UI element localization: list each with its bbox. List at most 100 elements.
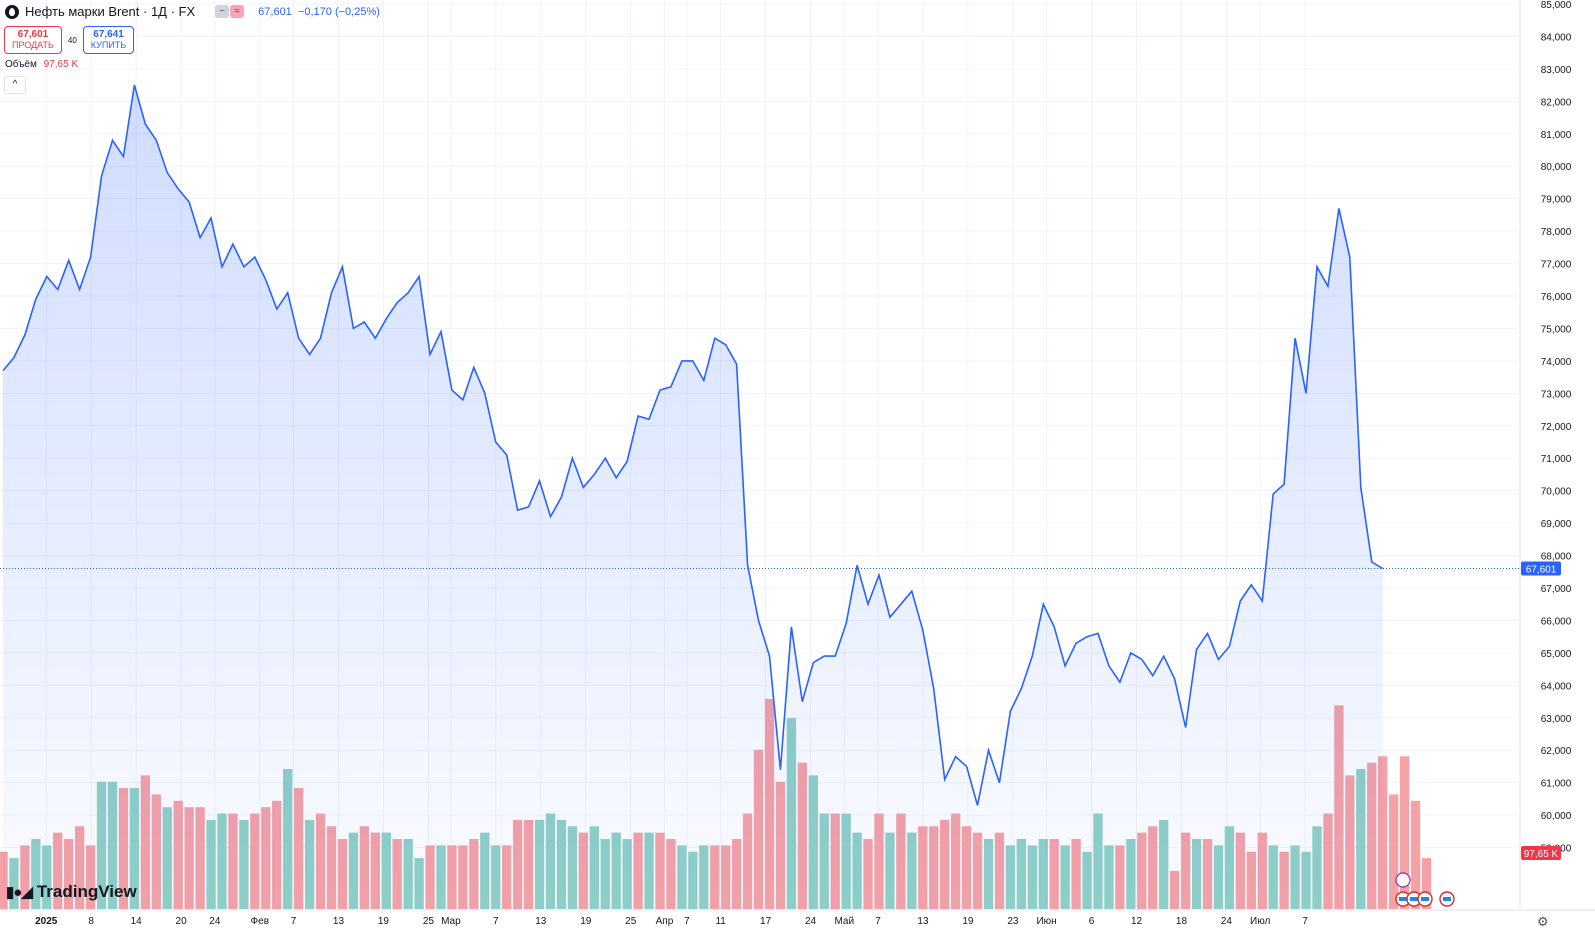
badge-approx[interactable]: ≈ [230,5,245,18]
y-tick-label: 76,000 [1541,292,1572,303]
x-tick-label: 24 [209,916,221,927]
x-tick-label: 24 [1221,916,1233,927]
y-tick-label: 70,000 [1541,487,1572,498]
volume-bar [1388,794,1399,909]
symbol-legend: Нефть марки Brent · 1Д · FX − ≈ 67,601 −… [5,4,380,19]
y-tick-label: 61,000 [1541,779,1572,790]
x-tick-label: Май [834,916,854,927]
y-tick-label: 82,000 [1541,97,1572,108]
y-tick-label: 68,000 [1541,552,1572,563]
flag-stripe-icon [1399,897,1407,901]
x-tick-label: 13 [917,916,929,927]
price-axis[interactable]: 59,00060,00061,00062,00063,00064,00065,0… [1519,0,1572,910]
price-change: −0,170 (−0,25%) [297,5,380,18]
last-price-tag [1521,561,1561,576]
x-tick-label: 13 [535,916,547,927]
spread-value: 40 [67,35,77,45]
sell-button[interactable]: 67,601 ПРОДАТЬ [4,26,62,54]
y-tick-label: 77,000 [1541,260,1572,271]
sell-label: ПРОДАТЬ [12,40,54,50]
price-area [3,85,1383,910]
x-tick-label: 7 [684,916,690,927]
y-tick-label: 84,000 [1541,32,1572,43]
symbol-title[interactable]: Нефть марки Brent · 1Д · FX [25,4,196,19]
y-tick-label: 73,000 [1541,389,1572,400]
collapse-legend-button[interactable]: ^ [4,76,26,94]
y-tick-label: 74,000 [1541,357,1572,368]
volume-legend: Объём 97,65 K [5,59,78,70]
x-tick-label: Мар [441,916,461,927]
x-tick-label: 24 [805,916,817,927]
x-tick-label: 13 [333,916,345,927]
buy-button[interactable]: 67,641 КУПИТЬ [82,26,135,54]
buy-price: 67,641 [93,29,124,40]
x-tick-label: 7 [493,916,499,927]
y-tick-label: 65,000 [1541,649,1572,660]
x-tick-label: 19 [962,916,974,927]
y-tick-label: 71,000 [1541,454,1572,465]
x-tick-label: 7 [1302,916,1308,927]
x-tick-label: 19 [378,916,390,927]
y-tick-label: 78,000 [1541,227,1572,238]
y-tick-label: 62,000 [1541,746,1572,757]
y-tick-label: 67,000 [1541,584,1572,595]
trade-panel: 67,601 ПРОДАТЬ 40 67,641 КУПИТЬ [4,26,135,54]
oil-drop-icon [5,4,19,19]
last-price: 67,601 [258,5,292,18]
last-volume-tag [1521,846,1561,860]
last-price-tag-label: 67,601 [1526,565,1557,576]
flag-stripe-icon [1421,897,1429,901]
x-tick-label: 6 [1089,916,1095,927]
flag-stripe-icon [1410,897,1418,901]
x-tick-label: 17 [760,916,772,927]
tradingview-logo[interactable]: ▮●◢ TradingView [6,882,137,902]
badge-dash[interactable]: − [215,5,230,18]
y-tick-label: 72,000 [1541,422,1572,433]
event-markers [1395,872,1455,907]
y-tick-label: 69,000 [1541,519,1572,530]
x-tick-label: 25 [625,916,637,927]
y-tick-label: 83,000 [1541,65,1572,76]
x-tick-label: 12 [1131,916,1143,927]
last-volume-tag-label: 97,65 K [1524,849,1559,860]
x-tick-label: 2025 [35,916,58,927]
buy-label: КУПИТЬ [90,40,127,50]
x-tick-label: 25 [423,916,435,927]
x-tick-label: Фев [251,916,269,927]
last-price-value: 67,601 −0,170 (−0,25%) [258,6,380,18]
y-tick-label: 75,000 [1541,324,1572,335]
tv-logo-icon: ▮●◢ [6,884,33,901]
y-tick-label: 60,000 [1541,811,1572,822]
y-tick-label: 79,000 [1541,195,1572,206]
volume-bar [1421,858,1432,909]
volume-value: 97,65 K [43,59,79,70]
x-tick-label: 8 [88,916,94,927]
y-tick-label: 66,000 [1541,616,1572,627]
y-tick-label: 63,000 [1541,714,1572,725]
volume-bar [1410,800,1421,909]
y-tick-label: 64,000 [1541,681,1572,692]
gear-icon[interactable]: ⚙ [1537,914,1549,929]
x-tick-label: 18 [1176,916,1188,927]
flag-stripe-icon [1443,897,1451,901]
volume-bar [1399,756,1410,909]
x-tick-label: Июн [1036,916,1056,927]
chevron-up-icon: ^ [12,79,18,90]
y-tick-label: 85,000 [1541,0,1572,11]
volume-label[interactable]: Объём [5,59,37,70]
lightning-icon[interactable] [1395,872,1411,888]
x-tick-label: Апр [656,916,674,927]
time-axis[interactable]: 2025 8 14 20 24 Фев 7 13 19 25 Мар 7 13 19 25 Апр 7 11 17 2… [0,909,1595,927]
x-tick-label: 7 [291,916,297,927]
x-tick-label: 20 [176,916,188,927]
x-tick-label: 19 [580,916,592,927]
x-tick-label: Июл [1250,916,1270,927]
legend-badges: − ≈ [215,5,245,18]
x-tick-label: 14 [131,916,143,927]
x-tick-label: 23 [1007,916,1019,927]
price-line [2,84,1384,806]
x-tick-label: 11 [715,916,726,927]
y-tick-label: 81,000 [1541,130,1572,141]
sell-price: 67,601 [17,29,49,40]
